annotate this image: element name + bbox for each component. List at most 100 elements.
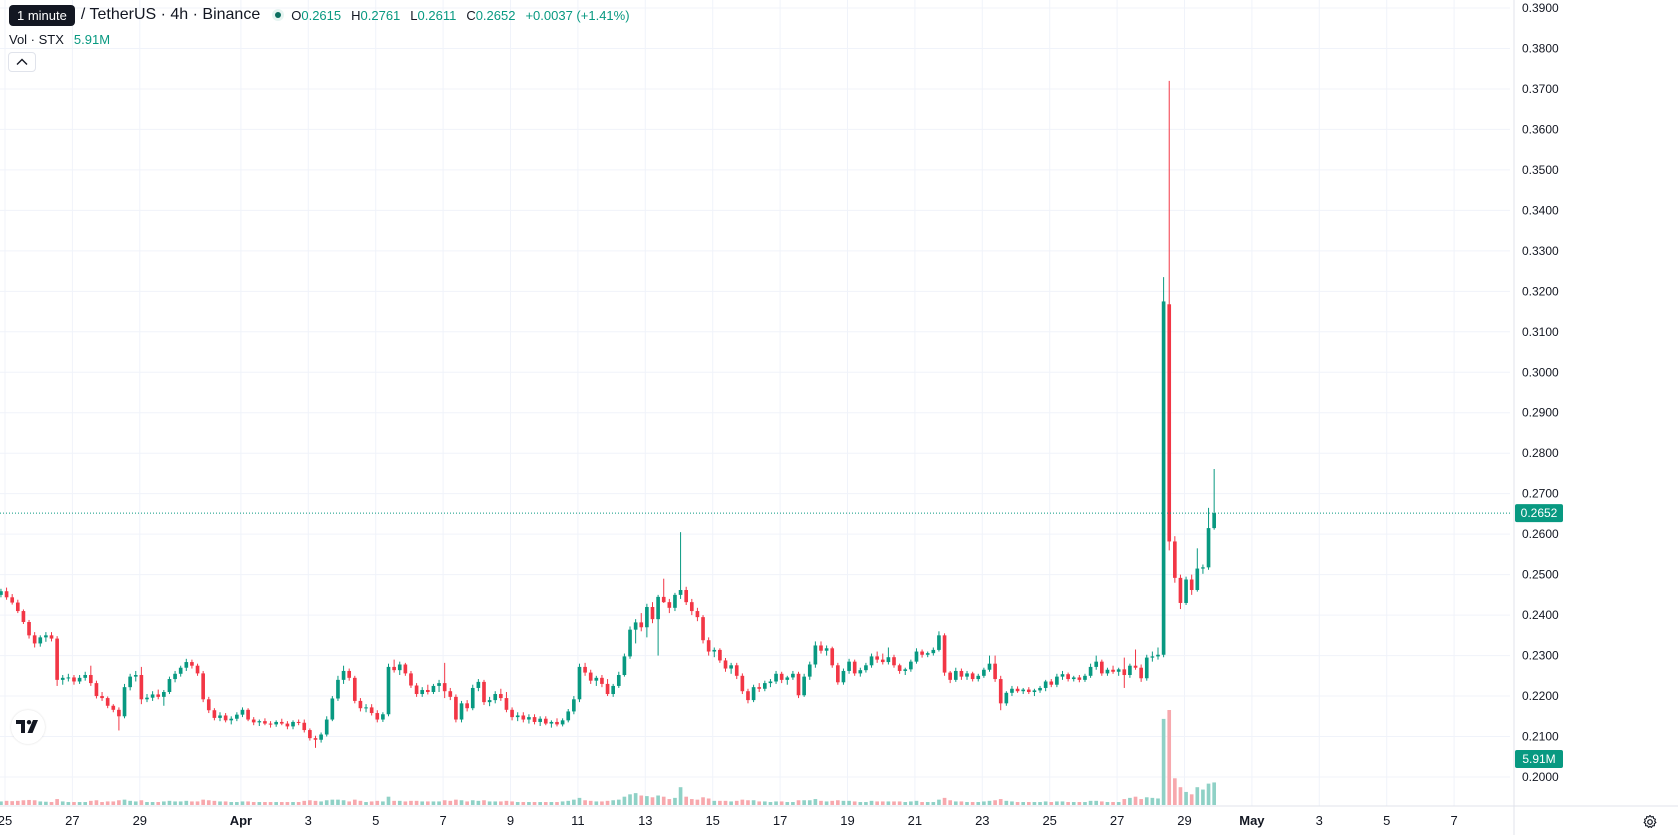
volume-bar (616, 799, 621, 805)
candle-body (1212, 513, 1216, 529)
candle-body (566, 711, 571, 721)
candle-body (785, 677, 790, 680)
candle-body (976, 675, 981, 680)
candle-body (55, 638, 59, 680)
candle-body (308, 730, 312, 739)
time-axis[interactable]: 25 27 29 Apr 3 5 7 9 11 13 15 17 19 21 23 25 27 29 May 3 5 7 (0, 805, 1678, 828)
candle-body (555, 721, 559, 725)
volume-bar (667, 799, 672, 805)
candle-body (925, 653, 930, 655)
candle-body (813, 645, 818, 665)
x-tick-label: 17 (773, 813, 787, 828)
volume-bar (1122, 799, 1127, 805)
candle-body (852, 661, 857, 674)
volume-bar (858, 802, 863, 805)
price-axis[interactable]: 0.3900 0.3800 0.3700 0.3600 0.3500 0.3400 0.33… (1513, 0, 1563, 835)
candle-body (1206, 528, 1211, 568)
volume-bar (55, 799, 59, 805)
volume-bar (588, 800, 593, 805)
candle-body (1060, 674, 1065, 677)
market-status-icon[interactable] (272, 9, 285, 21)
volume-bar (117, 800, 121, 805)
candle-body (1066, 674, 1070, 680)
volume-bar (499, 801, 503, 805)
candle-body (998, 679, 1003, 704)
collapse-legend-button[interactable] (8, 52, 36, 72)
candle-body (145, 697, 149, 700)
candle-body (538, 718, 542, 722)
candle-body (673, 594, 677, 608)
candle-body (740, 675, 745, 692)
candle-body (847, 661, 851, 671)
volume-bar (515, 802, 520, 805)
candle-body (21, 611, 26, 622)
candle-body (173, 673, 177, 680)
volume-bar (824, 801, 829, 805)
volume-bar (959, 801, 964, 805)
candle-body (1088, 666, 1093, 676)
volume-bar (1156, 798, 1160, 805)
x-tick-label: 21 (908, 813, 922, 828)
x-tick-label: 25 (0, 813, 12, 828)
candle-body (521, 715, 526, 720)
candle-body (44, 635, 48, 638)
candle-body (1049, 681, 1054, 685)
candle-body (869, 656, 874, 666)
candle-body (762, 683, 767, 689)
volume-bar (381, 801, 385, 805)
candle-body (493, 694, 498, 701)
volume-bar (880, 801, 885, 805)
candle-body (302, 722, 307, 731)
candle-body (611, 685, 615, 695)
volume-bar (864, 802, 868, 805)
volume-bar (712, 800, 717, 805)
chart-settings-button[interactable] (1640, 812, 1660, 832)
y-tick-label: 0.3000 (1522, 365, 1559, 379)
volume-bar (302, 800, 307, 805)
candle-body (1055, 676, 1059, 685)
candle-body (1015, 688, 1020, 692)
candle-body (965, 673, 969, 677)
candle-body (701, 617, 705, 641)
volume-bar (1139, 799, 1143, 805)
volume-bar (1105, 802, 1110, 805)
volume-bar (1150, 797, 1155, 805)
volume-bar (145, 802, 149, 805)
candle-body (184, 662, 189, 668)
volume-bar (487, 801, 492, 805)
volume-bar (594, 801, 599, 805)
candle-body (150, 694, 155, 698)
volume-bar (324, 800, 329, 805)
candle-body (970, 673, 975, 680)
symbol-title[interactable]: / TetherUS · 4h · Binance (80, 6, 261, 23)
ohlc-high: H0.2761 (351, 7, 401, 23)
volume-bar (150, 802, 155, 805)
volume-bar (807, 800, 812, 805)
candle-body (1133, 665, 1138, 668)
volume-bar (375, 800, 380, 805)
candle-body (942, 635, 947, 673)
last-price-label: 0.2652 (1521, 506, 1558, 520)
volume-bar (948, 800, 952, 805)
volume-bar (740, 799, 745, 805)
volume-bar (914, 800, 919, 805)
candle-body (768, 681, 773, 684)
candle-body (392, 666, 396, 671)
volume-bar (392, 800, 396, 805)
volume-bar (15, 800, 20, 805)
candle-body (15, 602, 20, 612)
candle-body (723, 660, 728, 669)
y-tick-label: 0.2800 (1522, 446, 1559, 460)
volume-bar (229, 802, 234, 805)
candle-body (937, 635, 941, 650)
volume-bar (437, 801, 441, 805)
tradingview-logo-icon[interactable] (11, 710, 45, 744)
volume-bar (813, 799, 818, 805)
candle-body (1083, 675, 1087, 680)
candle-body (1167, 304, 1172, 542)
volume-tag-label: 5.91M (1522, 752, 1555, 766)
candle-body (499, 694, 503, 699)
volume-bar (369, 801, 374, 805)
volume-bar (21, 800, 26, 805)
